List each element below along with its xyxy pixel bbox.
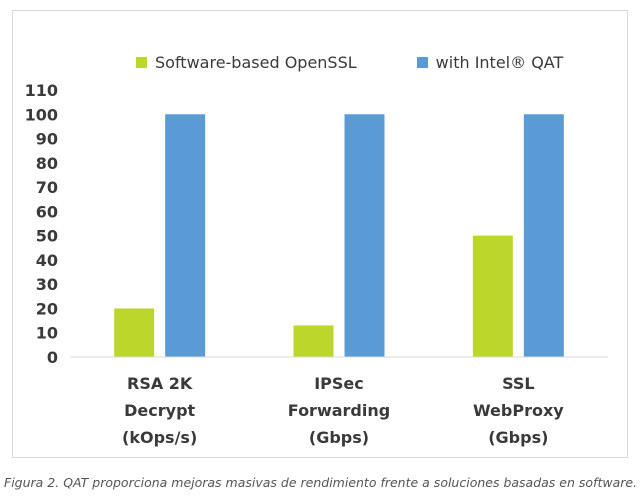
- y-tick-label: 110: [25, 81, 58, 100]
- legend-label-software-openssl: Software-based OpenSSL: [155, 52, 357, 72]
- y-tick-label: 20: [36, 299, 58, 318]
- y-tick-label: 70: [36, 178, 58, 197]
- bar: [523, 114, 564, 357]
- x-tick-label: RSA 2K: [127, 374, 193, 393]
- bar: [344, 114, 385, 357]
- chart-legend: Software-based OpenSSL with Intel® QAT: [136, 50, 563, 74]
- x-tick-label: SSL: [502, 374, 535, 393]
- bar: [293, 325, 334, 357]
- y-tick-label: 50: [36, 227, 58, 246]
- legend-entry-intel-qat: with Intel® QAT: [416, 52, 564, 72]
- figure-caption: Figura 2. QAT proporciona mejoras masiva…: [4, 475, 638, 490]
- y-tick-label: 40: [36, 251, 58, 270]
- y-tick-label: 0: [47, 348, 58, 367]
- x-tick-label: Decrypt: [124, 401, 195, 420]
- x-tick-label: (Gbps): [488, 428, 548, 447]
- x-tick-label: WebProxy: [473, 401, 564, 420]
- x-tick-label: IPSec: [314, 374, 364, 393]
- legend-swatch-software-openssl: [136, 56, 147, 68]
- y-tick-label: 10: [36, 324, 58, 343]
- legend-swatch-intel-qat: [416, 56, 428, 68]
- y-tick-label: 80: [36, 154, 58, 173]
- x-tick-label: (Gbps): [309, 428, 369, 447]
- y-tick-label: 30: [36, 275, 58, 294]
- bar: [472, 235, 513, 357]
- y-tick-label: 90: [36, 130, 58, 149]
- y-tick-label: 100: [25, 105, 58, 124]
- x-tick-label: (kOps/s): [122, 428, 197, 447]
- bar: [165, 114, 206, 357]
- bar: [114, 308, 155, 357]
- x-tick-label: Forwarding: [288, 401, 390, 420]
- legend-entry-software-openssl: Software-based OpenSSL: [136, 53, 357, 72]
- y-tick-label: 60: [36, 202, 58, 221]
- legend-label-intel-qat: with Intel® QAT: [435, 52, 564, 72]
